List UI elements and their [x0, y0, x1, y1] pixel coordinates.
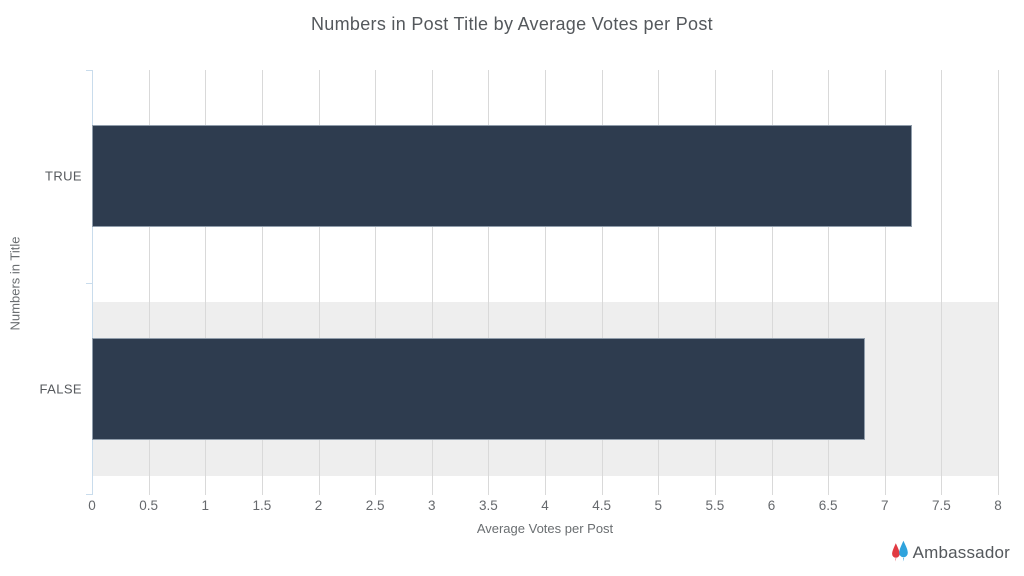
x-gridline	[431, 70, 433, 495]
y-axis-line	[92, 70, 93, 495]
x-tick-label: 2.5	[365, 498, 385, 513]
x-gridline	[658, 70, 660, 495]
x-gridline	[884, 70, 886, 495]
x-gridline	[941, 70, 943, 495]
x-gridline	[148, 70, 150, 495]
x-gridline	[601, 70, 603, 495]
x-gridline	[488, 70, 490, 495]
x-gridline	[771, 70, 773, 495]
x-gridline	[545, 70, 546, 495]
x-tick-label: 1.5	[252, 498, 272, 513]
ambassador-flames-icon	[891, 540, 908, 562]
x-axis-title: Average Votes per Post	[476, 521, 614, 536]
x-tick-label: 7	[880, 498, 889, 513]
x-gridline	[714, 70, 716, 495]
x-tick-label: 6	[767, 498, 776, 513]
category-label-false: FALSE	[39, 381, 82, 397]
x-tick-label: 3.5	[478, 498, 498, 513]
x-tick-label: 6.5	[818, 498, 838, 513]
brand-logo: Ambassador	[889, 540, 1010, 565]
y-axis-title: Numbers in Title	[7, 236, 23, 331]
x-gridline	[828, 70, 830, 495]
bar-true	[92, 125, 912, 228]
x-tick-label: 1	[201, 498, 209, 513]
category-label-true: TRUE	[45, 168, 82, 184]
x-tick-label: 3	[427, 498, 436, 513]
x-tick-label: 4.5	[592, 498, 612, 513]
x-tick-label: 2	[314, 498, 323, 513]
y-axis-tick	[86, 494, 92, 495]
x-tick-label: 0	[88, 498, 96, 513]
x-tick-label: 5	[654, 498, 662, 513]
brand-logo-text: Ambassador	[912, 542, 1010, 562]
x-gridline	[375, 70, 377, 495]
x-tick-label: 7.5	[931, 498, 951, 513]
x-tick-label: 5.5	[705, 498, 725, 513]
x-gridline	[261, 70, 263, 495]
x-tick-label: 0.5	[139, 498, 159, 513]
x-tick-label: 4	[541, 498, 549, 513]
plot-area	[86, 70, 999, 495]
x-gridline	[998, 70, 999, 495]
y-axis-tick	[86, 282, 92, 284]
x-gridline	[205, 70, 207, 495]
chart-title: Numbers in Post Title by Average Votes p…	[311, 14, 713, 34]
bar-false	[92, 337, 866, 440]
y-axis-tick	[86, 70, 92, 71]
x-tick-label: 8	[994, 498, 1002, 513]
x-gridline	[318, 70, 320, 495]
